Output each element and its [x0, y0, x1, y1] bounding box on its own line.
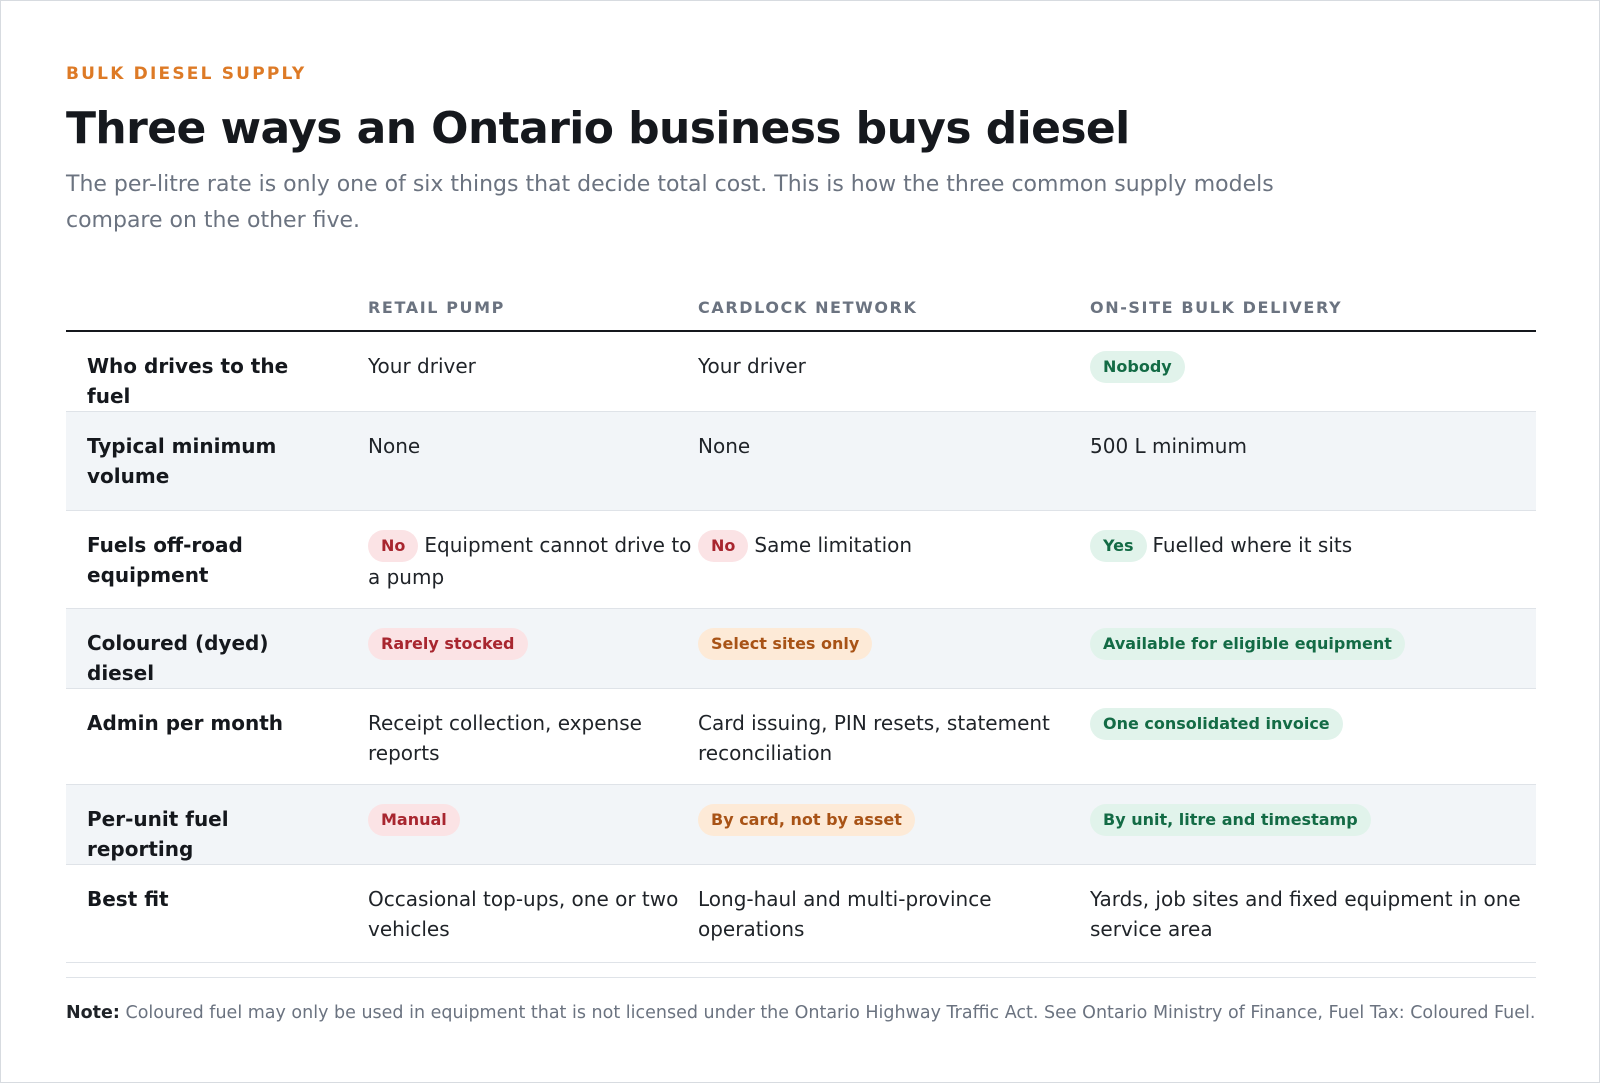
header-row: RETAIL PUMP CARDLOCK NETWORK ON-SITE BUL…	[66, 283, 1536, 332]
table-cell: Nobody	[1090, 331, 1536, 412]
table-body: Who drives to the fuel Your driver Your …	[66, 331, 1536, 963]
table-cell: By card, not by asset	[698, 784, 1090, 865]
page-title: Three ways an Ontario business buys dies…	[66, 103, 1130, 154]
table-row: Per-unit fuel reporting Manual By card, …	[66, 784, 1536, 865]
row-label: Best fit	[66, 864, 368, 963]
cell-text: Equipment cannot drive to a pump	[368, 533, 692, 589]
table-cell: Card issuing, PIN resets, statement reco…	[698, 688, 1090, 785]
section-eyebrow: BULK DIESEL SUPPLY	[66, 64, 307, 84]
cell-text: Same limitation	[754, 533, 913, 557]
page-subtitle: The per-litre rate is only one of six th…	[66, 172, 1274, 233]
table-cell: Rarely stocked	[368, 608, 698, 689]
status-badge: One consolidated invoice	[1090, 708, 1343, 740]
table-row: Best fit Occasional top-ups, one or two …	[66, 864, 1536, 963]
table-row: Coloured (dyed) diesel Rarely stocked Se…	[66, 608, 1536, 689]
table-cell: Your driver	[368, 331, 698, 412]
table-cell: One consolidated invoice	[1090, 688, 1536, 785]
footnote-text: Coloured fuel may only be used in equipm…	[119, 1003, 1536, 1023]
row-label: Typical minimum volume	[66, 411, 368, 511]
table-row: Fuels off-road equipment No Equipment can…	[66, 510, 1536, 609]
column-header-retail-pump: RETAIL PUMP	[368, 283, 698, 332]
row-label: Coloured (dyed) diesel	[66, 608, 368, 689]
table-cell: No Same limitation	[698, 510, 1090, 609]
row-label: Admin per month	[66, 688, 368, 785]
status-badge: No	[368, 530, 419, 562]
status-badge: Available for eligible equipment	[1090, 628, 1405, 660]
table-cell: Long-haul and multi-province operations	[698, 864, 1090, 963]
table-cell: 500 L minimum	[1090, 411, 1536, 511]
status-badge: Select sites only	[698, 628, 873, 660]
table-row: Admin per month Receipt collection, expe…	[66, 688, 1536, 785]
status-badge: By card, not by asset	[698, 804, 915, 836]
table-cell: Your driver	[698, 331, 1090, 412]
table-cell: None	[368, 411, 698, 511]
table-row: Who drives to the fuel Your driver Your …	[66, 331, 1536, 412]
row-label: Per-unit fuel reporting	[66, 784, 368, 865]
footnote-label: Note:	[66, 1003, 120, 1023]
status-badge: Rarely stocked	[368, 628, 528, 660]
table-cell: Manual	[368, 784, 698, 865]
table-cell: Available for eligible equipment	[1090, 608, 1536, 689]
row-label: Who drives to the fuel	[66, 331, 368, 412]
cell-text: Fuelled where it sits	[1152, 533, 1353, 557]
status-badge: Yes	[1090, 530, 1147, 562]
table-cell: No Equipment cannot drive to a pump	[368, 510, 698, 609]
table-row: Typical minimum volume None None 500 L m…	[66, 411, 1536, 511]
comparison-table: RETAIL PUMP CARDLOCK NETWORK ON-SITE BUL…	[66, 283, 1536, 963]
status-badge: Nobody	[1090, 351, 1185, 383]
status-badge: No	[698, 530, 749, 562]
table-cell: Select sites only	[698, 608, 1090, 689]
status-badge: Manual	[368, 804, 460, 836]
table-header: RETAIL PUMP CARDLOCK NETWORK ON-SITE BUL…	[66, 283, 1536, 332]
footer-divider	[66, 977, 1536, 978]
table-cell: Yes Fuelled where it sits	[1090, 510, 1536, 609]
column-header-on-site-bulk-delivery: ON-SITE BULK DELIVERY	[1090, 283, 1536, 332]
status-badge: By unit, litre and timestamp	[1090, 804, 1371, 836]
table-cell: Receipt collection, expense reports	[368, 688, 698, 785]
table-cell: Yards, job sites and fixed equipment in …	[1090, 864, 1536, 963]
table-cell: By unit, litre and timestamp	[1090, 784, 1536, 865]
footnote: Note: Coloured fuel may only be used in …	[66, 1003, 1536, 1023]
column-header-cardlock-network: CARDLOCK NETWORK	[698, 283, 1090, 332]
table-cell: Occasional top-ups, one or two vehicles	[368, 864, 698, 963]
table-cell: None	[698, 411, 1090, 511]
header-blank	[66, 283, 368, 332]
row-label: Fuels off-road equipment	[66, 510, 368, 609]
